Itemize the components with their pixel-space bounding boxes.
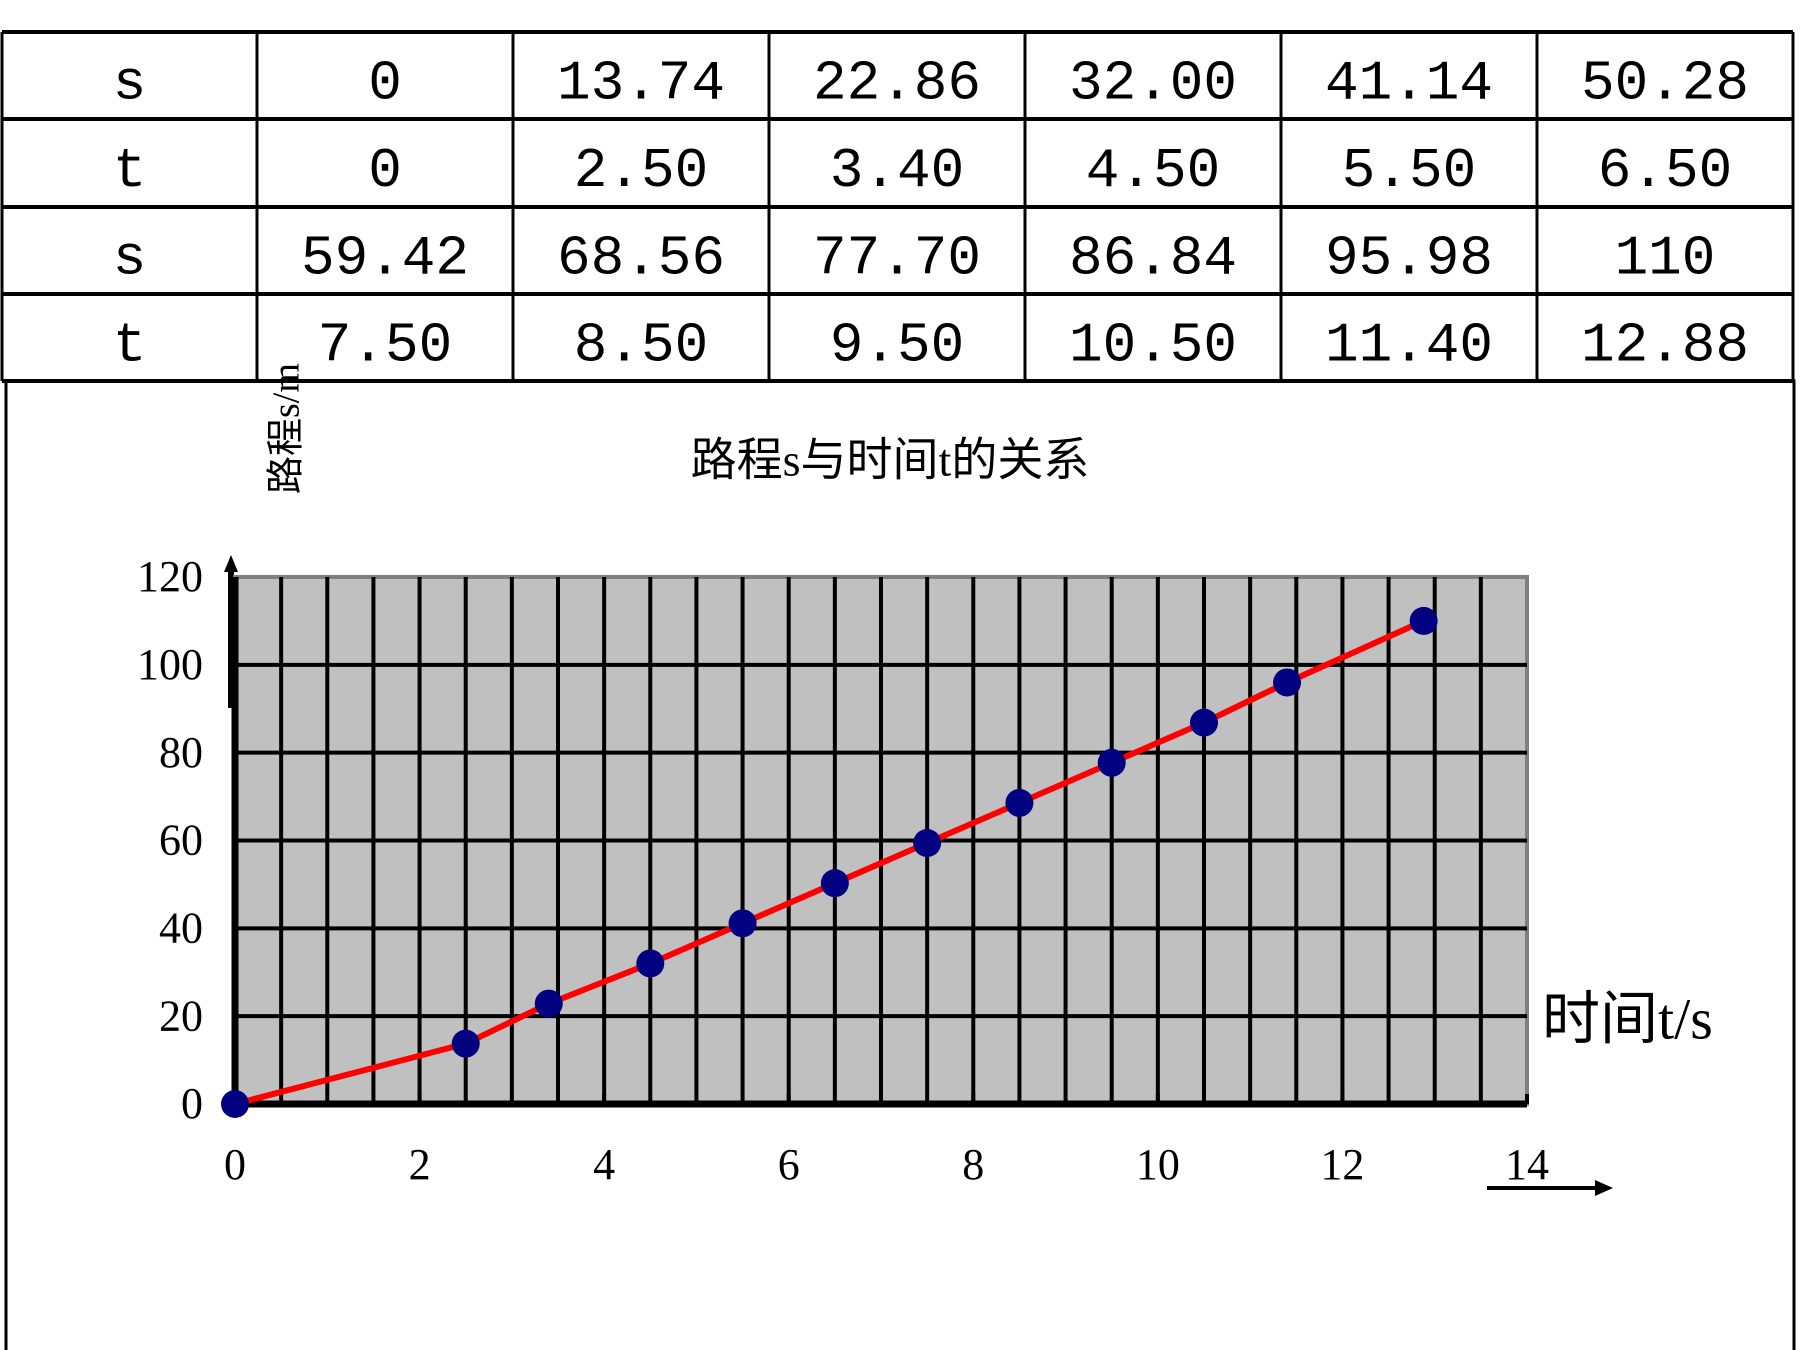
- x-tick-label: 0: [224, 1140, 246, 1189]
- table-cell: 110: [1615, 226, 1716, 290]
- table-cell: 59.42: [301, 226, 469, 290]
- x-tick-label: 4: [593, 1140, 615, 1189]
- data-point: [728, 909, 757, 938]
- x-tick-label: 14: [1505, 1140, 1549, 1189]
- table-cell: 10.50: [1069, 313, 1237, 377]
- x-tick-label: 10: [1136, 1140, 1180, 1189]
- x-tick-label: 8: [962, 1140, 984, 1189]
- table: s 0 13.74 22.86 32.00 41.14 50.28 t 0 2.50 3.40 4.5…: [0, 30, 1795, 383]
- table-cell: 5.50: [1342, 139, 1476, 203]
- x-tick-label: 6: [778, 1140, 800, 1189]
- table-cell: 68.56: [557, 226, 725, 290]
- table-cell: 9.50: [830, 313, 964, 377]
- data-point: [636, 949, 665, 978]
- y-tick-label: 40: [159, 903, 203, 952]
- data-point: [913, 829, 942, 858]
- table-cell: 2.50: [574, 139, 708, 203]
- table-cell: s: [113, 226, 147, 290]
- table-cell: 11.40: [1325, 313, 1493, 377]
- data-point: [221, 1090, 249, 1118]
- data-point: [1190, 708, 1218, 737]
- table-cell: 7.50: [318, 313, 452, 377]
- data-point: [1005, 788, 1034, 817]
- series-line: [234, 618, 1425, 1107]
- x-arrowhead: [1595, 1180, 1613, 1196]
- y-tick-label: 120: [137, 552, 203, 601]
- y-arrowhead: [224, 555, 238, 572]
- data-point: [820, 869, 849, 898]
- table-cell: 4.50: [1086, 139, 1220, 203]
- table-cell: 50.28: [1581, 51, 1749, 115]
- table-cell: 6.50: [1598, 139, 1732, 203]
- table-cell: 12.88: [1581, 313, 1749, 377]
- table-cell: 32.00: [1069, 51, 1237, 115]
- table-cell: t: [113, 139, 147, 203]
- y-tick-label: 0: [181, 1079, 203, 1128]
- y-tick-label: 20: [159, 991, 203, 1040]
- data-point: [1097, 748, 1126, 777]
- y-axis-title: 路程s/m: [266, 363, 308, 494]
- table-cell: 0: [368, 139, 402, 203]
- x-axis-title: 时间t/s: [1542, 986, 1713, 1051]
- table-cell: 77.70: [813, 226, 981, 290]
- y-tick-label: 80: [159, 728, 203, 777]
- table-cell: 8.50: [574, 313, 708, 377]
- table-cell: 13.74: [557, 51, 725, 115]
- chart-title: 路程s与时间t的关系: [691, 435, 1090, 486]
- table-cell: t: [113, 313, 147, 377]
- data-point: [1409, 606, 1438, 635]
- chart: 路程s与时间t的关系 路程s/m 时间t/s 0 20 40 60 80 100 120 0 2…: [137, 363, 1713, 1196]
- x-tick-label: 12: [1320, 1140, 1364, 1189]
- y-tick-label: 60: [159, 816, 203, 865]
- table-cell: 86.84: [1069, 226, 1237, 290]
- x-tick-label: 2: [409, 1140, 431, 1189]
- table-cell: 22.86: [813, 51, 981, 115]
- data-point: [534, 989, 563, 1018]
- table-cell: 95.98: [1325, 226, 1493, 290]
- table-cell: 0: [368, 51, 402, 115]
- table-cell: 3.40: [830, 139, 964, 203]
- table-cell: 41.14: [1325, 51, 1493, 115]
- data-point: [1273, 668, 1302, 697]
- table-cell: s: [113, 51, 147, 115]
- data-point: [451, 1029, 480, 1058]
- y-tick-label: 100: [137, 640, 203, 689]
